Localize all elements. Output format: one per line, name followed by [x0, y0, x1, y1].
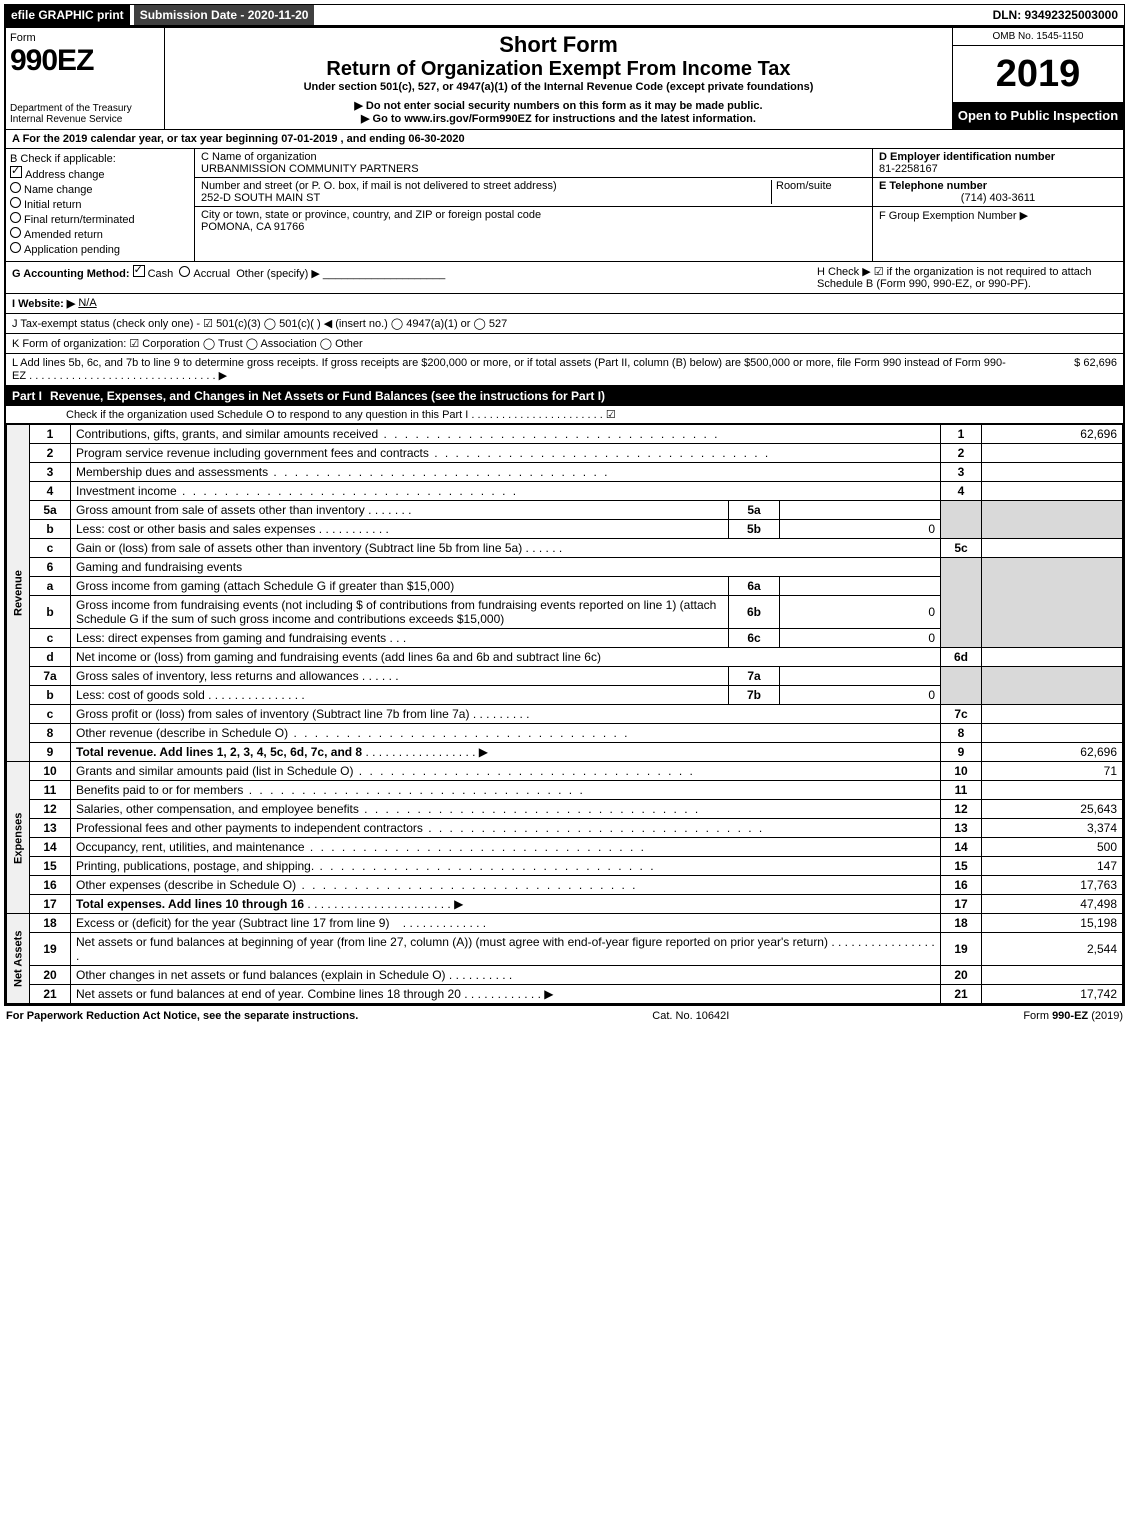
short-form-title: Short Form: [499, 32, 618, 58]
part-i-check: Check if the organization used Schedule …: [6, 406, 1123, 424]
chk-amended-return[interactable]: Amended return: [10, 227, 190, 241]
line-k: K Form of organization: ☑ Corporation ◯ …: [6, 334, 1123, 354]
block-b-c-d: B Check if applicable: Address change Na…: [6, 149, 1123, 262]
revenue-table: Revenue 1 Contributions, gifts, grants, …: [6, 424, 1123, 1004]
box-d-e-f: D Employer identification number 81-2258…: [872, 149, 1123, 261]
chk-address-change[interactable]: Address change: [10, 166, 190, 181]
line-l: L Add lines 5b, 6c, and 7b to line 9 to …: [6, 354, 1123, 386]
chk-application-pending[interactable]: Application pending: [10, 242, 190, 256]
tax-year: 2019: [953, 46, 1123, 102]
phone-value: (714) 403-3611: [879, 192, 1117, 204]
org-name: URBANMISSION COMMUNITY PARTNERS: [201, 163, 866, 175]
line-desc: Contributions, gifts, grants, and simila…: [71, 425, 941, 444]
line-ref: 1: [941, 425, 982, 444]
line-a: A For the 2019 calendar year, or tax yea…: [6, 130, 1123, 149]
c-addr-label: Number and street (or P. O. box, if mail…: [201, 180, 771, 192]
c-city-label: City or town, state or province, country…: [201, 209, 541, 221]
c-name-label: C Name of organization: [201, 151, 866, 163]
line-g: G Accounting Method: Cash Accrual Other …: [12, 265, 807, 290]
ssn-warning: ▶ Do not enter social security numbers o…: [354, 99, 762, 112]
line-amount: 62,696: [982, 425, 1123, 444]
goto-link[interactable]: ▶ Go to www.irs.gov/Form990EZ for instru…: [361, 112, 756, 125]
form-label: Form: [10, 32, 160, 44]
header-right: OMB No. 1545-1150 2019 Open to Public In…: [952, 28, 1123, 129]
footer: For Paperwork Reduction Act Notice, see …: [4, 1006, 1125, 1026]
footer-left: For Paperwork Reduction Act Notice, see …: [6, 1010, 358, 1022]
line-j: J Tax-exempt status (check only one) - ☑…: [6, 314, 1123, 334]
submission-date-button[interactable]: Submission Date - 2020-11-20: [134, 5, 315, 25]
top-bar: efile GRAPHIC print Submission Date - 20…: [4, 4, 1125, 26]
efile-print-button[interactable]: efile GRAPHIC print: [5, 5, 130, 25]
phone-label: E Telephone number: [879, 180, 1117, 192]
website-value: N/A: [78, 297, 96, 310]
form-number: 990EZ: [10, 44, 160, 78]
gross-receipts-amount: $ 62,696: [1017, 357, 1117, 382]
header-left: Form 990EZ Department of the Treasury In…: [6, 28, 165, 129]
under-section: Under section 501(c), 527, or 4947(a)(1)…: [304, 81, 814, 93]
open-public-inspection: Open to Public Inspection: [953, 102, 1123, 129]
line-num: 1: [30, 425, 71, 444]
line-i: I Website: ▶ N/A: [6, 294, 1123, 314]
chk-initial-return[interactable]: Initial return: [10, 197, 190, 211]
line-g-h: G Accounting Method: Cash Accrual Other …: [6, 262, 1123, 294]
dln-label: DLN: 93492325003000: [987, 5, 1124, 25]
part-i-header: Part I Revenue, Expenses, and Changes in…: [6, 386, 1123, 406]
group-exemption-label: F Group Exemption Number ▶: [879, 209, 1117, 222]
box-b: B Check if applicable: Address change Na…: [6, 149, 195, 261]
line-h: H Check ▶ ☑ if the organization is not r…: [807, 265, 1117, 290]
org-address: 252-D SOUTH MAIN ST: [201, 192, 771, 204]
omb-number: OMB No. 1545-1150: [953, 28, 1123, 46]
return-title: Return of Organization Exempt From Incom…: [326, 58, 790, 81]
box-b-title: B Check if applicable:: [10, 153, 190, 165]
chk-final-return[interactable]: Final return/terminated: [10, 212, 190, 226]
header-row: Form 990EZ Department of the Treasury In…: [6, 28, 1123, 130]
org-city: POMONA, CA 91766: [201, 221, 541, 233]
ein-label: D Employer identification number: [879, 151, 1117, 163]
footer-right: Form 990-EZ (2019): [1023, 1010, 1123, 1022]
revenue-side-label: Revenue: [7, 425, 30, 762]
box-c: C Name of organization URBANMISSION COMM…: [195, 149, 872, 261]
header-center: Short Form Return of Organization Exempt…: [165, 28, 952, 129]
footer-mid: Cat. No. 10642I: [652, 1010, 729, 1022]
netassets-side-label: Net Assets: [7, 914, 30, 1004]
form-frame: Form 990EZ Department of the Treasury In…: [4, 26, 1125, 1006]
room-suite-label: Room/suite: [771, 180, 866, 204]
expenses-side-label: Expenses: [7, 762, 30, 914]
dept-treasury: Department of the Treasury Internal Reve…: [10, 103, 160, 125]
ein-value: 81-2258167: [879, 163, 1117, 175]
chk-name-change[interactable]: Name change: [10, 182, 190, 196]
